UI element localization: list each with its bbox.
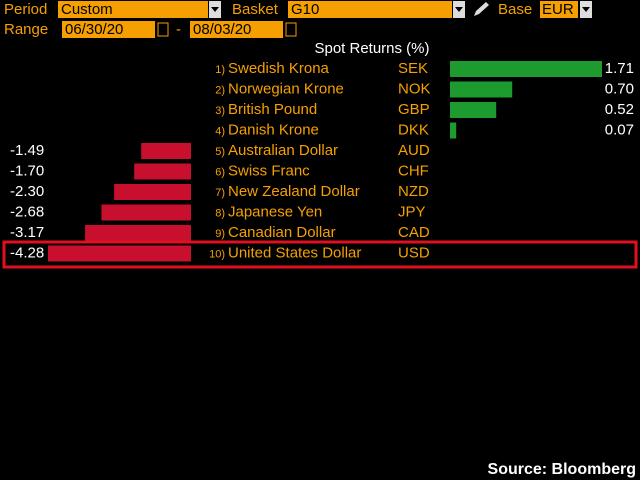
currency-code: NOK (398, 80, 431, 97)
rank: 7) (215, 187, 225, 199)
currency-code: CAD (398, 224, 430, 241)
start-date[interactable]: 06/30/20 (65, 21, 123, 38)
rank: 10) (209, 248, 225, 260)
value-label: -1.49 (10, 142, 44, 159)
currency-name: New Zealand Dollar (228, 183, 360, 200)
dropdown-arrow (211, 7, 219, 12)
bar (101, 204, 191, 221)
currency-code: AUD (398, 142, 430, 159)
currency-code: USD (398, 244, 430, 261)
period-value[interactable]: Custom (61, 1, 113, 18)
basket-value[interactable]: G10 (291, 1, 319, 18)
currency-code: GBP (398, 101, 430, 118)
bar (450, 122, 457, 139)
bar (450, 61, 602, 77)
bar (134, 163, 191, 180)
bar (85, 225, 191, 241)
currency-code: CHF (398, 162, 429, 179)
value-label: -2.68 (10, 203, 44, 220)
value-label: 1.71 (605, 60, 634, 77)
currency-name: Norwegian Krone (228, 80, 344, 97)
calendar-icon[interactable] (285, 22, 297, 37)
source: Source: Bloomberg (488, 461, 636, 478)
end-field[interactable] (190, 21, 283, 38)
rank: 2) (215, 84, 225, 96)
rank: 5) (215, 146, 225, 158)
rank: 9) (215, 228, 225, 240)
rank: 3) (215, 105, 225, 117)
bar (114, 184, 191, 200)
currency-name: Danish Krone (228, 121, 319, 138)
base-label: Base (498, 1, 532, 18)
currency-code: SEK (398, 60, 428, 77)
value-label: -3.17 (10, 224, 44, 241)
base-value[interactable]: EUR (542, 1, 574, 18)
currency-name: Swiss Franc (228, 162, 310, 179)
bar (48, 245, 191, 262)
currency-code: NZD (398, 183, 429, 200)
rank: 6) (215, 166, 225, 178)
value-label: 0.70 (605, 80, 634, 97)
value-label: 0.52 (605, 101, 634, 118)
basket-field[interactable] (288, 1, 452, 18)
rank: 4) (215, 125, 225, 137)
currency-code: DKK (398, 121, 429, 138)
value-label: -4.28 (10, 244, 44, 261)
currency-code: JPY (398, 203, 426, 220)
currency-name: British Pound (228, 101, 317, 118)
currency-name: Australian Dollar (228, 142, 338, 159)
value-label: -1.70 (10, 162, 44, 179)
basket-label: Basket (232, 1, 279, 18)
edit-icon[interactable] (474, 2, 489, 16)
currency-name: United States Dollar (228, 244, 361, 261)
dropdown-arrow (455, 7, 463, 12)
currency-name: Canadian Dollar (228, 224, 336, 241)
range-label: Range (4, 21, 48, 38)
start-field[interactable] (62, 21, 155, 38)
period-label: Period (4, 1, 47, 18)
currency-name: Japanese Yen (228, 203, 322, 220)
chart-title: Spot Returns (%) (314, 40, 429, 57)
currency-name: Swedish Krona (228, 60, 330, 77)
value-label: -2.30 (10, 183, 44, 200)
base-field[interactable] (540, 1, 578, 18)
end-date[interactable]: 08/03/20 (193, 21, 251, 38)
calendar-icon[interactable] (157, 22, 169, 37)
bar (450, 102, 497, 118)
period-field[interactable] (58, 1, 208, 18)
bar (450, 81, 513, 98)
highlight-box (2, 240, 638, 269)
dropdown-arrow (582, 7, 590, 12)
rank: 8) (215, 207, 225, 219)
range-separator: - (176, 21, 181, 38)
bar (141, 143, 191, 159)
value-label: 0.07 (605, 121, 634, 138)
rank: 1) (215, 64, 225, 76)
